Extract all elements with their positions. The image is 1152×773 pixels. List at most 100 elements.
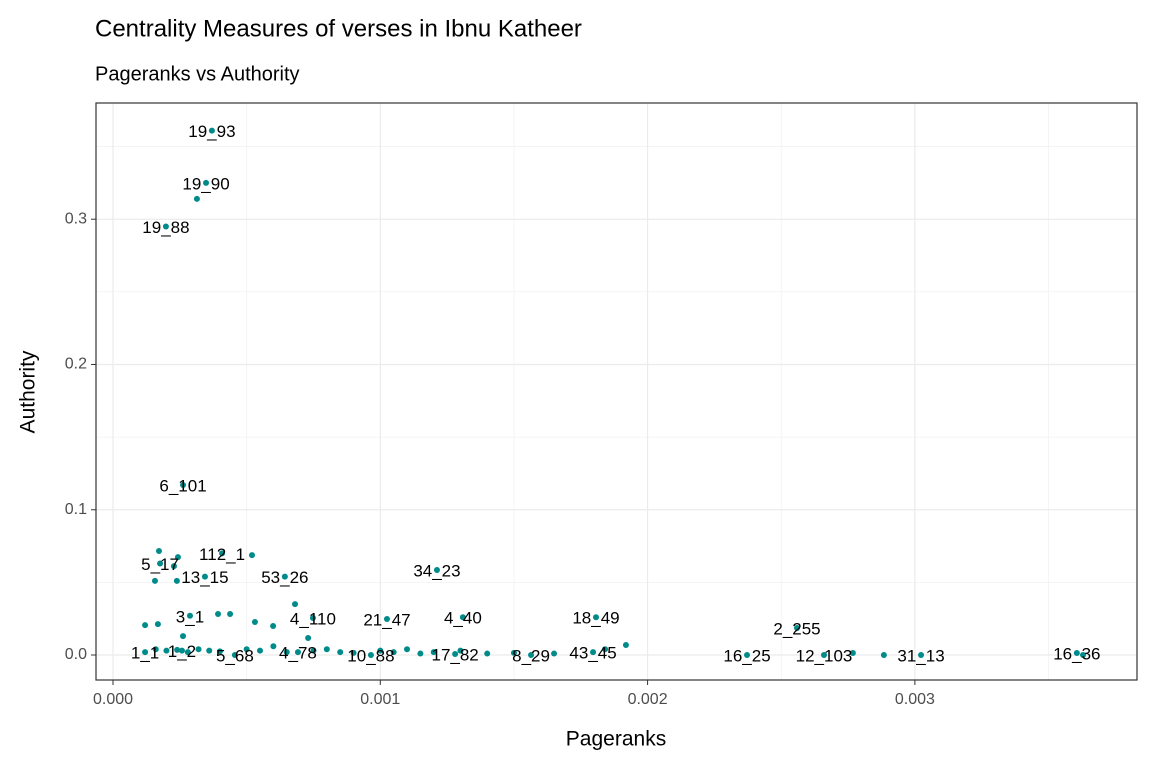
point (227, 611, 234, 618)
point (390, 649, 397, 656)
y-tick-label: 0.0 (65, 646, 87, 663)
point-label: 21_47 (363, 610, 410, 629)
point (367, 652, 374, 659)
point (1073, 649, 1080, 656)
point (283, 649, 290, 656)
point (243, 646, 250, 653)
point (162, 223, 169, 230)
x-tick-label: 0.002 (628, 691, 668, 708)
point-label: 31_13 (897, 646, 944, 665)
point-label: 18_49 (572, 609, 619, 628)
point (216, 648, 223, 655)
point (377, 647, 384, 654)
point (195, 646, 202, 653)
point (201, 573, 208, 580)
point (590, 649, 597, 656)
point (880, 652, 887, 659)
point-label: 4_40 (444, 609, 482, 628)
point (152, 646, 159, 653)
point (350, 649, 357, 656)
point-label: 19_93 (188, 122, 235, 141)
point (163, 647, 170, 654)
chart-subtitle: Pageranks vs Authority (95, 63, 300, 85)
point-label: 17_82 (431, 645, 478, 664)
point (219, 550, 226, 557)
point (193, 195, 200, 202)
point (294, 649, 301, 656)
point (170, 563, 177, 570)
point (404, 646, 411, 653)
point (457, 647, 464, 654)
point-label: 43_45 (569, 644, 616, 663)
point (820, 652, 827, 659)
point-label: 13_15 (181, 568, 228, 587)
y-tick-label: 0.3 (65, 210, 87, 227)
point (174, 554, 181, 561)
point (292, 601, 299, 608)
point (417, 650, 424, 657)
point (744, 652, 751, 659)
point-label: 16_25 (723, 646, 770, 665)
point (281, 573, 288, 580)
point (186, 612, 193, 619)
point (184, 649, 191, 656)
point-label: 16_36 (1053, 644, 1100, 663)
point-label: 5_17 (141, 555, 179, 574)
point (154, 621, 161, 628)
point-label: 34_23 (413, 562, 460, 581)
point (383, 615, 390, 622)
point (794, 624, 801, 631)
point (231, 652, 238, 659)
x-tick-label: 0.001 (360, 691, 400, 708)
point (510, 649, 517, 656)
point (459, 614, 466, 621)
point-label: 5_68 (216, 646, 254, 665)
point (151, 577, 158, 584)
point (1080, 652, 1087, 659)
point-label: 112_1 (199, 545, 245, 564)
point (433, 567, 440, 574)
point (323, 646, 330, 653)
y-tick-label: 0.2 (65, 356, 87, 373)
point-label: 10_88 (347, 646, 394, 665)
point (309, 614, 316, 621)
point (208, 127, 215, 134)
point (180, 633, 187, 640)
chart-title: Centrality Measures of verses in Ibnu Ka… (95, 15, 582, 42)
point (452, 650, 459, 657)
point-label: 12_103 (796, 646, 853, 665)
point (155, 548, 162, 555)
y-tick-label: 0.1 (65, 501, 87, 518)
point (430, 649, 437, 656)
point (551, 650, 558, 657)
point (215, 611, 222, 618)
point-label: 6_101 (159, 477, 206, 496)
point (206, 647, 213, 654)
point (602, 646, 609, 653)
point-label: 2_255 (773, 619, 820, 638)
point (203, 179, 210, 186)
point (337, 649, 344, 656)
point (622, 641, 629, 648)
point-label: 8_29 (512, 646, 550, 665)
point (173, 577, 180, 584)
point-label: 19_90 (182, 174, 229, 193)
point-label: 1_1 (131, 644, 159, 663)
x-tick-label: 0.003 (895, 691, 935, 708)
point (142, 622, 149, 629)
point (270, 622, 277, 629)
point (849, 649, 856, 656)
point (918, 652, 925, 659)
point-label: 3_1 (176, 607, 204, 626)
point (270, 643, 277, 650)
x-axis-title: Pageranks (566, 728, 666, 751)
point (484, 650, 491, 657)
point (257, 647, 264, 654)
x-tick-label: 0.000 (93, 691, 133, 708)
point-label: 1_2 (168, 642, 196, 661)
point (142, 649, 149, 656)
point (157, 560, 164, 567)
point (248, 552, 255, 559)
